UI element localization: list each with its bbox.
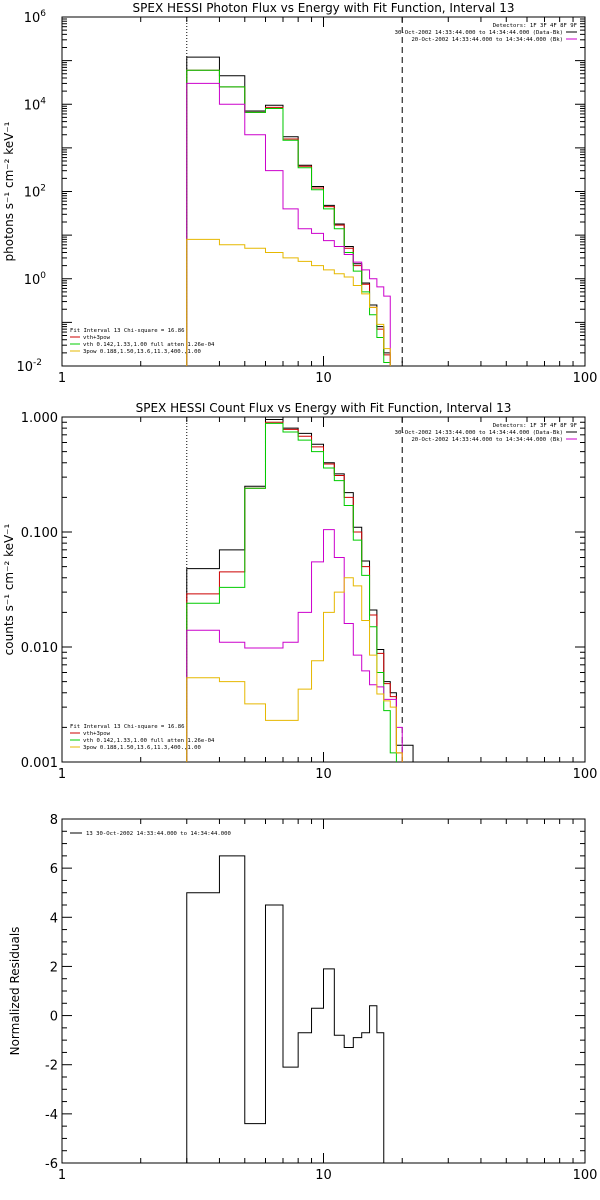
y-tick-label: 0.001 <box>21 756 58 771</box>
y-tick-label: 2 <box>50 960 58 975</box>
y-tick-label: 8 <box>50 813 58 828</box>
data-legend-label: 30-Oct-2002 14:33:44.000 to 14:34:44.000… <box>395 30 563 36</box>
series-line-3 <box>186 529 403 762</box>
fit-legend-label: vth+3pow <box>83 731 111 737</box>
y-tick-label: 104 <box>24 96 47 113</box>
x-tick-label: 10 <box>315 371 332 386</box>
legend-label: 13 30-Oct-2002 14:33:44.000 to 14:34:44.… <box>86 831 231 837</box>
series-line-0 <box>186 419 414 762</box>
series-group <box>186 56 391 366</box>
data-legend-label: 20-Oct-2002 14:33:44.000 to 14:34:44.000… <box>411 37 563 43</box>
series-group <box>186 855 385 1163</box>
detectors-label: Detectors: 1F 3F 4F 8F 9F <box>493 423 578 429</box>
fit-legend-label: 3pow 0.188,1.50,13.6,11.3,400.,1.00 <box>83 349 201 355</box>
y-tick-label: -6 <box>45 1157 58 1172</box>
y-tick-label: -2 <box>45 1059 58 1074</box>
y-tick-label: 10-2 <box>16 358 42 375</box>
data-legend-label: 30-Oct-2002 14:33:44.000 to 14:34:44.000… <box>395 430 563 436</box>
chart-count: SPEX HESSI Count Flux vs Energy with Fit… <box>2 401 597 782</box>
y-axis-label: photons s⁻¹ cm⁻² keV⁻¹ <box>2 121 16 261</box>
axes-frame <box>61 416 586 763</box>
series-line-0 <box>186 56 391 366</box>
fit-legend-label: vth+3pow <box>83 335 111 341</box>
x-tick-label: 10 <box>315 1168 332 1183</box>
y-tick-label: 106 <box>24 9 47 26</box>
y-tick-label: 0.010 <box>21 641 58 656</box>
y-axis-label: Normalized Residuals <box>8 927 22 1056</box>
chart-title: SPEX HESSI Count Flux vs Energy with Fit… <box>136 401 512 415</box>
chart-residuals: 1 10 100 -6 -4 -2 0 2 4 6 8 Normalized Residuals 13 … <box>8 813 597 1183</box>
fit-legend-header: Fit Interval 13 Chi-square = 16.86 <box>70 328 185 334</box>
detectors-label: Detectors: 1F 3F 4F 8F 9F <box>493 23 578 29</box>
y-tick-label: 1.000 <box>21 411 58 426</box>
series-line-3 <box>186 82 391 366</box>
fit-legend-label: vth 0.142,1.33,1.00 full atten 1.26e-04 <box>83 738 215 744</box>
series-line-1 <box>186 69 391 366</box>
series-line-0 <box>186 855 385 1163</box>
series-line-4 <box>186 577 403 762</box>
chart-title: SPEX HESSI Photon Flux vs Energy with Fi… <box>133 1 515 15</box>
y-axis-label: counts s⁻¹ cm⁻² keV⁻¹ <box>2 523 16 655</box>
x-tick-label: 1 <box>58 371 66 386</box>
x-tick-label: 100 <box>573 371 598 386</box>
y-tick-label: -4 <box>45 1108 58 1123</box>
y-tick-label: 100 <box>24 271 47 288</box>
y-tick-label: 4 <box>50 911 58 926</box>
data-legend-label: 20-Oct-2002 14:33:44.000 to 14:34:44.000… <box>411 437 563 443</box>
fit-legend-label: vth 0.142,1.33,1.00 full atten 1.26e-04 <box>83 342 215 348</box>
x-tick-label: 100 <box>573 1168 598 1183</box>
series-group <box>186 419 414 762</box>
series-line-2 <box>186 422 403 762</box>
y-tick-label: 6 <box>50 862 58 877</box>
y-tick-label: 102 <box>24 184 46 201</box>
series-line-2 <box>186 69 391 366</box>
chart-photon: SPEX HESSI Photon Flux vs Energy with Fi… <box>2 1 597 386</box>
x-tick-label: 100 <box>573 767 598 782</box>
y-tick-label: 0 <box>50 1010 58 1025</box>
fit-legend-header: Fit Interval 13 Chi-square = 16.86 <box>70 724 185 730</box>
x-tick-label: 1 <box>58 767 66 782</box>
x-tick-label: 10 <box>315 767 332 782</box>
fit-legend-label: 3pow 0.188,1.50,13.6,11.3,400.,1.00 <box>83 745 201 751</box>
x-tick-label: 1 <box>58 1168 66 1183</box>
y-tick-label: 0.100 <box>21 526 58 541</box>
series-line-4 <box>186 238 391 366</box>
